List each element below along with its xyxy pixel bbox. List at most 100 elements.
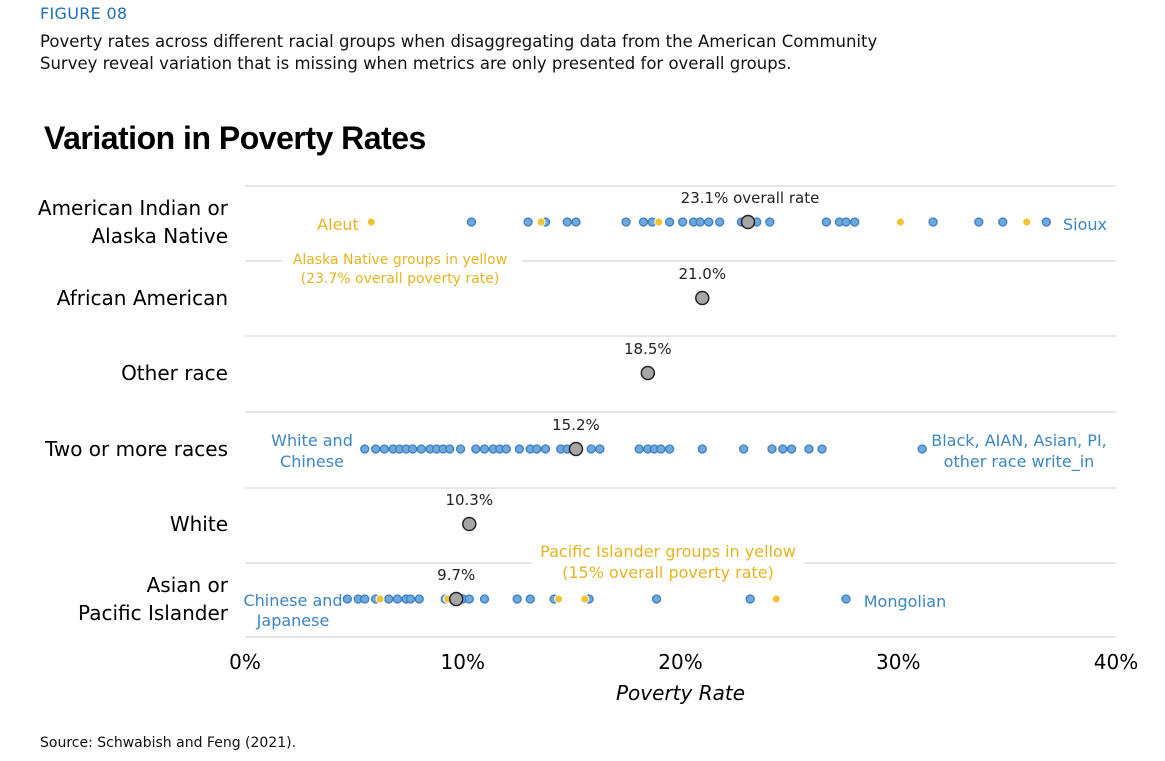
category-label: African American [57,286,228,310]
subgroup-point [466,217,477,227]
subgroup-point [651,594,662,604]
subgroup-point [360,444,370,454]
subgroup-point [850,217,860,227]
subgroup-point [917,444,927,454]
subgroup-point [405,594,416,604]
annotation-note: Pacific Islander groups in yellow [540,542,796,561]
subgroup-point [595,444,605,454]
subgroup-point [501,444,511,454]
figure-label: FIGURE 08 [40,4,128,23]
subgroup-point [525,594,535,604]
x-axis: 0% 10% 20% 30% 40% Poverty Rate [229,650,1138,705]
overall-label-bg [547,414,605,436]
annotation-left: Japanese [256,611,330,630]
overall-rate-label: 9.7% [437,566,475,584]
overall-rate-label: 23.1% overall rate [681,189,820,207]
subgroup-point [704,217,714,227]
subgroup-point [715,217,725,227]
overall-rate-point [640,365,656,381]
subgroup-point [621,217,631,227]
subgroup-point [765,217,775,227]
annotation-right: other race write_in [944,452,1095,472]
overall-rate-point [568,441,584,457]
subgroup-point [804,444,814,454]
subgroup-point [656,444,666,454]
subgroup-point [379,444,390,454]
annotation-note: (15% overall poverty rate) [562,563,774,582]
overall-rate-point [462,516,477,532]
category-label: Asian or [147,573,229,597]
subgroup-point-yellow [895,217,905,227]
overall-label-bg [673,263,731,285]
subgroup-point [638,217,649,227]
subgroup-point [342,594,352,604]
annotation-note: Alaska Native groups in yellow [293,252,507,268]
x-axis-label: Poverty Rate [616,681,745,705]
annotations: 23.1% overall rate 21.0% 18.5% 15.2% 10.3% 9.… [243,187,1107,630]
subgroup-point [445,444,455,454]
annotation-left: Chinese [280,452,344,471]
category-label: White [170,512,228,536]
subgroup-point [512,594,522,604]
overall-rate-label: 21.0% [678,265,726,283]
annotation-right: Sioux [1063,215,1107,234]
subgroup-point [370,444,381,454]
subgroup-point [821,217,832,227]
annotation-left: Aleut [317,215,359,234]
category-labels: American Indian or Alaska Native African A… [38,196,229,625]
subgroup-point [974,217,984,227]
subgroup-point-yellow [366,217,376,227]
overall-label-bg [440,489,498,511]
chart-title: Variation in Poverty Rates [44,120,426,156]
subgroup-point [767,444,777,454]
subgroup-point [540,444,551,454]
category-label: American Indian or [38,196,229,220]
note-bg [282,248,522,290]
annotation-left: White and [271,431,353,450]
subgroup-point [678,217,688,227]
subgroup-point [514,444,525,454]
subgroup-point [745,594,755,604]
subgroup-point [479,444,490,454]
subgroup-point [571,217,581,227]
subgroup-point [532,444,542,454]
subgroup-point [471,444,481,454]
overall-rate-point [695,290,710,306]
x-tick-label: 10% [441,650,485,674]
source-note: Source: Schwabish and Feng (2021). [40,735,297,751]
subgroup-point [664,444,675,454]
subgroup-point [408,444,418,454]
annotation-right: Black, AIAN, Asian, PI, [931,431,1107,450]
subgroup-point [384,594,394,604]
overall-rate-label: 18.5% [624,340,672,358]
subgroup-point-yellow [1022,217,1032,227]
subgroup-point-yellow [536,217,546,227]
subgroup-point-yellow [771,594,781,604]
overall-label-bg [432,564,481,586]
subgroup-point-yellow [654,217,664,227]
subgroup-point [664,217,675,227]
subgroup-point [523,217,533,227]
annotation-left: Chinese and [243,591,342,610]
subgroup-point [464,594,474,604]
x-tick-label: 40% [1094,650,1138,674]
subgroup-point [778,444,788,454]
subgroup-point [586,444,596,454]
overall-rate-point [740,214,756,230]
category-label: Two or more races [44,437,228,461]
category-label: Pacific Islander [78,601,229,625]
figure-description: Poverty rates across different racial gr… [40,32,878,73]
subgroup-point [786,444,797,454]
overall-rate-label: 15.2% [552,416,600,434]
subgroup-point [634,444,644,454]
subgroup-point [1041,217,1051,227]
subgroup-point [738,444,749,454]
subgroup-point [817,444,827,454]
subgroup-point [841,594,851,604]
data-points [342,214,1051,607]
subgroup-point [562,217,572,227]
subgroup-point [392,594,403,604]
subgroup-point [695,217,705,227]
subgroup-point [697,444,707,454]
